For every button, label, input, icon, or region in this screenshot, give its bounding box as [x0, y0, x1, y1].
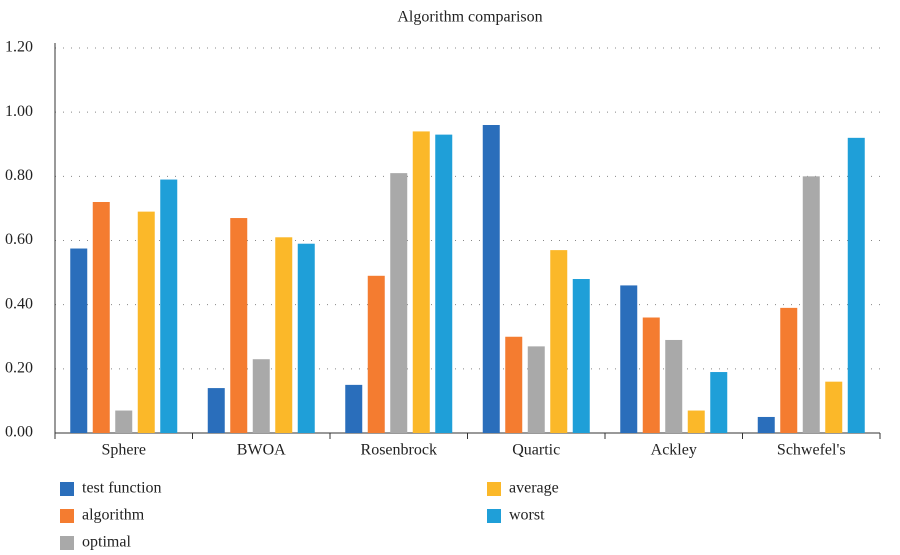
- legend-label: algorithm: [82, 507, 145, 524]
- bar: [757, 416, 775, 433]
- legend-swatch: [487, 482, 501, 496]
- bar: [802, 176, 820, 434]
- bar: [70, 248, 88, 433]
- x-tick-label: Sphere: [102, 442, 146, 459]
- legend-swatch: [60, 482, 74, 496]
- bar: [825, 381, 843, 433]
- bar: [297, 243, 315, 433]
- x-tick-label: Quartic: [512, 442, 560, 459]
- legend-swatch: [487, 509, 501, 523]
- y-tick-label: 1.20: [5, 39, 33, 56]
- bar: [847, 137, 865, 434]
- y-tick-label: 0.20: [5, 360, 33, 377]
- bar: [390, 173, 408, 433]
- bar: [412, 131, 430, 433]
- bar: [345, 384, 363, 433]
- legend-swatch: [60, 509, 74, 523]
- bar: [687, 410, 705, 433]
- bar: [642, 317, 660, 433]
- bar: [137, 211, 155, 433]
- y-tick-label: 1.00: [5, 103, 33, 120]
- x-tick-label: BWOA: [237, 442, 286, 459]
- bar: [435, 134, 453, 433]
- bar: [527, 346, 545, 433]
- legend-swatch: [60, 536, 74, 550]
- y-tick-label: 0.00: [5, 424, 33, 441]
- chart-title: Algorithm comparison: [397, 9, 542, 26]
- bar: [92, 202, 110, 433]
- bar: [710, 372, 728, 433]
- bar: [482, 125, 500, 433]
- y-tick-label: 0.60: [5, 231, 33, 248]
- bar: [550, 250, 568, 433]
- bar: [505, 336, 523, 433]
- bar: [367, 275, 385, 433]
- bar: [207, 388, 225, 433]
- bar: [275, 237, 293, 433]
- bar: [780, 307, 798, 433]
- bar: [230, 218, 248, 433]
- bar: [160, 179, 178, 433]
- x-tick-label: Rosenbrock: [361, 442, 437, 459]
- legend-label: worst: [509, 507, 545, 524]
- bar: [620, 285, 638, 433]
- bar: [665, 339, 683, 433]
- x-tick-label: Ackley: [651, 442, 697, 459]
- legend-label: optimal: [82, 534, 131, 551]
- x-tick-label: Schwefel's: [777, 442, 846, 459]
- y-tick-label: 0.80: [5, 167, 33, 184]
- bar: [252, 359, 270, 433]
- legend-label: test function: [82, 480, 162, 497]
- bar: [572, 279, 590, 433]
- legend-label: average: [509, 480, 559, 497]
- bar: [115, 410, 133, 433]
- y-tick-label: 0.40: [5, 295, 33, 312]
